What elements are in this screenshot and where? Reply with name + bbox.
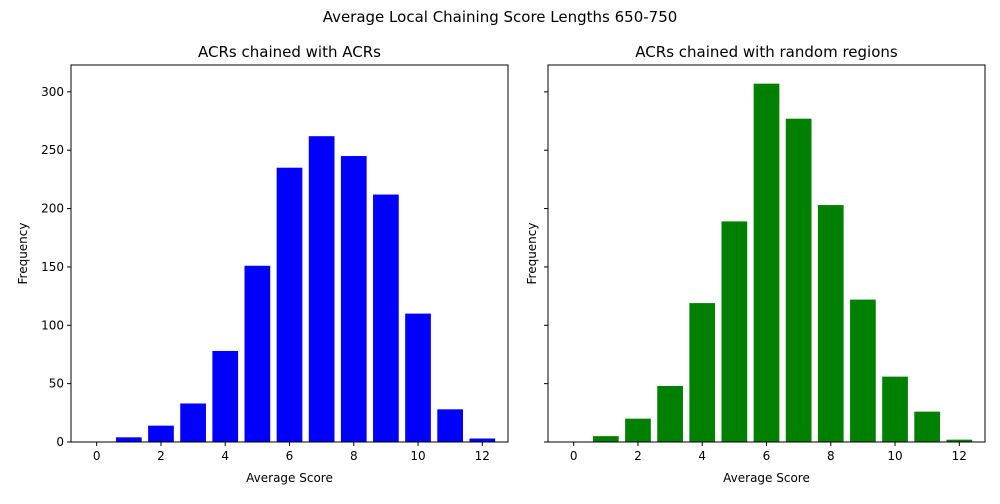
bar-1-8 [340,156,367,443]
y-tick-label-1-100: 100 [41,318,64,332]
x-tick-label-2-6: 6 [763,449,771,463]
x-tick-label-2-12: 12 [952,449,967,463]
x-tick-label-1-6: 6 [286,449,294,463]
subplot-1: 0 2 4 6 8 10 12 0 50 100 150 200 250 300 ACRs chained … [16,43,509,485]
y-axis-label-2: Frequency [525,223,539,285]
y-tick-label-1-300: 300 [41,85,64,99]
bar-1-9 [373,194,399,442]
y-tick-label-1-150: 150 [41,260,64,274]
bar-2-3 [657,385,683,442]
figure-title: Average Local Chaining Score Lengths 650… [323,8,678,26]
bar-2-11 [914,411,941,442]
x-tick-label-1-10: 10 [410,449,425,463]
bar-1-5 [244,265,271,442]
bar-2-6 [753,83,780,443]
x-tick-label-2-2: 2 [634,449,642,463]
x-tick-label-1-0: 0 [93,449,101,463]
bar-1-6 [276,167,303,442]
bar-1-4 [212,350,239,442]
subplot-title-2: ACRs chained with random regions [635,43,898,61]
subplot-title-1: ACRs chained with ACRs [198,43,381,61]
y-tick-label-1-0: 0 [56,435,64,449]
x-tick-label-1-12: 12 [475,449,490,463]
y-tick-label-1-50: 50 [49,377,64,391]
bar-1-2 [148,425,174,442]
bar-2-10 [882,376,908,442]
bar-2-4 [689,303,716,442]
bar-2-2 [625,418,651,442]
x-tick-label-2-8: 8 [827,449,835,463]
x-tick-label-1-4: 4 [221,449,229,463]
x-tick-label-1-2: 2 [157,449,165,463]
bar-2-5 [721,221,748,442]
bar-1-3 [180,403,206,442]
x-tick-label-2-4: 4 [698,449,706,463]
bar-1-1 [115,437,142,442]
bar-1-7 [308,136,335,442]
x-axis-label-2: Average Score [723,471,810,485]
x-tick-label-2-10: 10 [887,449,902,463]
y-axis-label-1: Frequency [16,223,30,285]
x-tick-label-1-8: 8 [350,449,358,463]
bar-2-1 [592,436,619,442]
bar-2-12 [946,439,973,442]
bar-2-9 [850,299,876,442]
bar-1-12 [469,438,496,442]
bar-2-8 [817,205,844,442]
subplot-2: 0 2 4 6 8 10 12 ACRs chained with random region… [525,43,986,485]
bar-2-7 [785,118,812,442]
bar-1-11 [437,409,464,442]
x-axis-label-1: Average Score [246,471,333,485]
x-tick-label-2-0: 0 [570,449,578,463]
y-tick-label-1-200: 200 [41,202,64,216]
y-tick-label-1-250: 250 [41,143,64,157]
bar-1-10 [405,313,431,442]
